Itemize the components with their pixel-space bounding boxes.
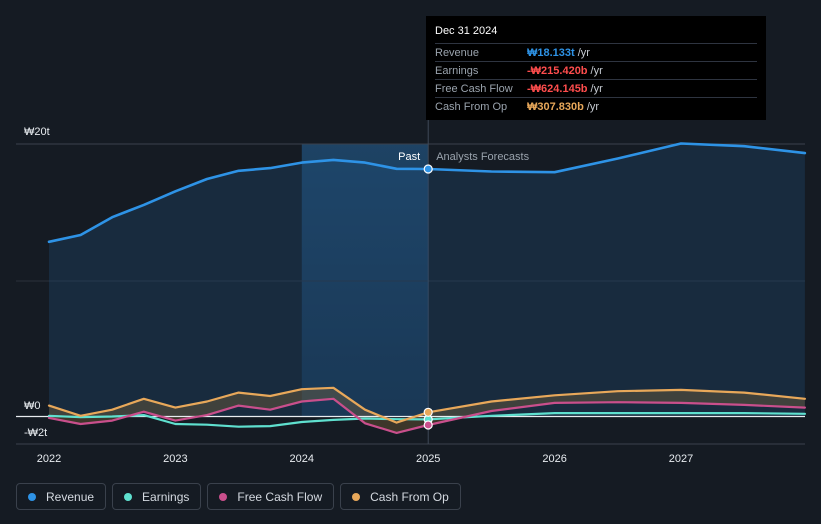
series-line-free-cash-flow [47, 397, 806, 434]
y-tick-label: -₩2t [24, 427, 47, 439]
y-tick-label: ₩20t [24, 126, 50, 138]
tooltip-value: -₩624.145b [527, 82, 588, 95]
marker-cash-from-op [423, 407, 433, 417]
y-tick-label: ₩0 [24, 400, 41, 412]
legend-item-cash-from-op[interactable]: Cash From Op [340, 483, 461, 510]
legend-label: Earnings [142, 489, 190, 504]
tooltip-value: ₩18.133t [527, 46, 575, 59]
chart-legend: Revenue Earnings Free Cash Flow Cash Fro… [16, 483, 461, 510]
x-tick-label: 2026 [542, 453, 566, 465]
series-line-earnings [47, 412, 806, 428]
tooltip-unit: /yr [577, 46, 590, 59]
legend-item-revenue[interactable]: Revenue [16, 483, 107, 510]
x-tick-label: 2027 [669, 453, 693, 465]
tooltip-label: Free Cash Flow [435, 82, 513, 95]
forecast-label: Analysts Forecasts [436, 151, 529, 163]
tooltip-label: Revenue [435, 46, 480, 59]
tooltip-unit: /yr [590, 82, 603, 95]
tooltip-date: Dec 31 2024 [435, 25, 498, 37]
tooltip-value: -₩215.420b [527, 64, 588, 77]
tooltip-row-cash-from-op: Cash From Op ₩307.830b /yr [435, 97, 757, 115]
legend-dot-icon [124, 492, 133, 501]
revenue-area [49, 143, 805, 417]
marker-free-cash-flow [423, 420, 433, 430]
legend-dot-icon [352, 492, 361, 501]
tooltip-value: ₩307.830b [527, 100, 584, 113]
legend-label: Revenue [46, 489, 95, 504]
tooltip-unit: /yr [586, 100, 600, 113]
series-line-revenue [47, 142, 807, 244]
x-tick-label: 2022 [37, 453, 61, 465]
tooltip-row-revenue: Revenue ₩18.133t /yr [435, 43, 757, 61]
tooltip-label: Earnings [435, 64, 479, 77]
legend-dot-icon [28, 492, 36, 501]
legend-dot-icon [219, 492, 228, 501]
legend-label: Cash From Op [370, 489, 449, 504]
data-tooltip: Dec 31 2024 Revenue ₩18.133t /yr Earning… [426, 16, 766, 120]
x-tick-label: 2023 [163, 453, 187, 465]
x-tick-label: 2024 [290, 453, 314, 465]
legend-item-free-cash-flow[interactable]: Free Cash Flow [207, 483, 335, 510]
x-tick-label: 2025 [416, 453, 440, 465]
marker-revenue [423, 164, 433, 174]
tooltip-unit: /yr [590, 64, 603, 77]
cashflow-band [49, 387, 805, 433]
legend-item-earnings[interactable]: Earnings [112, 483, 202, 510]
tooltip-label: Cash From Op [435, 100, 508, 113]
legend-label: Free Cash Flow [237, 489, 323, 504]
series-line-cash-from-op [47, 386, 806, 424]
past-highlight-band [301, 144, 429, 417]
tooltip-row-earnings: Earnings -₩215.420b /yr [435, 61, 757, 79]
tooltip-row-free-cash-flow: Free Cash Flow -₩624.145b /yr [435, 79, 757, 97]
past-label: Past [398, 151, 420, 163]
